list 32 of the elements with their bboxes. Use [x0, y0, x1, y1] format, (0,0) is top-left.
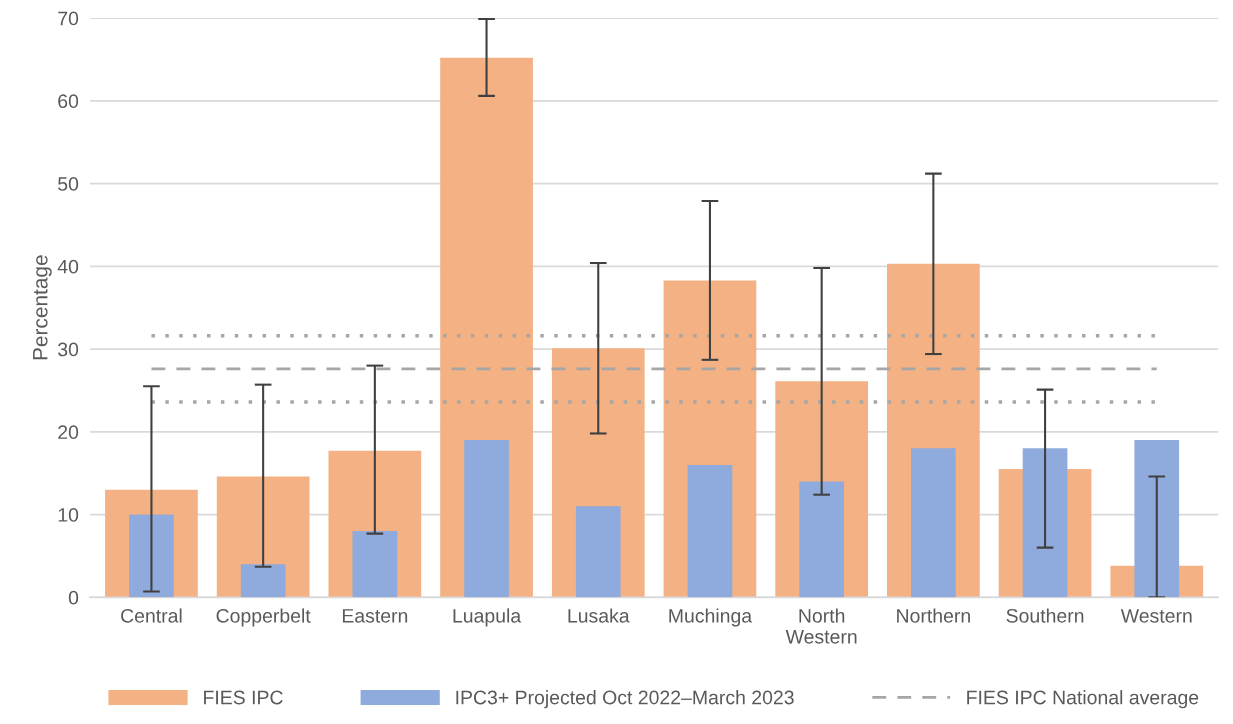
- bar: [799, 481, 844, 598]
- x-tick-label: Lusaka: [568, 608, 630, 623]
- y-tick-label: 40: [57, 259, 79, 274]
- bar: [911, 448, 956, 598]
- y-tick-label: 60: [58, 94, 79, 109]
- x-tick-label: Copperbelt: [216, 608, 311, 627]
- legend-label: FIES IPC National average: [967, 690, 1199, 709]
- bar: [1022, 448, 1068, 598]
- legend-label: FIES IPC: [204, 690, 283, 705]
- y-tick-label: 0: [68, 590, 79, 605]
- bar: [464, 440, 509, 598]
- legend-label: IPC3+ Projected Oct 2022–March 2023: [456, 690, 794, 709]
- y-tick-label: 10: [58, 508, 79, 522]
- y-tick-label: 20: [58, 425, 79, 440]
- bar: [129, 514, 174, 598]
- y-axis-title: Percentage: [33, 255, 52, 360]
- x-tick-label: Eastern: [342, 609, 408, 623]
- x-tick-label: Central: [121, 608, 182, 623]
- x-tick-label: Northern: [897, 608, 970, 623]
- y-tick-label: 70: [58, 11, 79, 26]
- bar: [575, 506, 621, 598]
- y-tick-label: 50: [58, 177, 79, 191]
- y-tick-label: 30: [58, 342, 79, 357]
- x-tick-label: Muchinga: [669, 608, 753, 627]
- x-tick-label: Southern: [1006, 608, 1084, 623]
- bar: [352, 531, 398, 598]
- bar: [687, 464, 733, 598]
- bar: [1134, 440, 1180, 598]
- x-tick-label: North Western: [785, 608, 857, 644]
- x-tick-label: Luapula: [453, 608, 522, 627]
- bar: [240, 564, 286, 598]
- x-tick-label: Western: [1120, 609, 1192, 623]
